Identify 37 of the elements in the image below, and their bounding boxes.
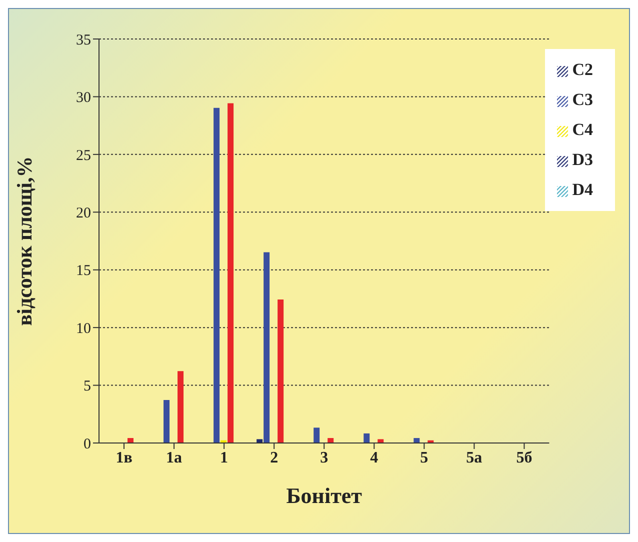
legend-label: C2: [572, 60, 593, 79]
x-tick-label: 1в: [116, 449, 133, 466]
bar: [214, 108, 220, 443]
x-tick-label: 2: [270, 449, 278, 466]
bar: [264, 252, 270, 443]
x-tick-label: 4: [370, 449, 378, 466]
y-tick-label: 5: [84, 378, 91, 395]
legend-label: D4: [572, 180, 593, 199]
bar: [328, 438, 334, 443]
y-tick-label: 25: [76, 148, 91, 164]
y-tick-label: 0: [84, 436, 91, 452]
x-tick-label: 5: [420, 449, 428, 466]
x-tick-label: 5а: [466, 449, 482, 466]
x-tick-label: 3: [320, 449, 328, 466]
bar: [278, 300, 284, 443]
legend-label: C3: [572, 90, 593, 109]
bar: [228, 103, 234, 443]
y-tick-label: 30: [76, 90, 91, 106]
x-tick-label: 1а: [166, 449, 182, 466]
x-tick-label: 1: [220, 449, 228, 466]
x-tick-label: 5б: [516, 449, 532, 466]
legend-label: C4: [572, 120, 593, 139]
legend-label: D3: [572, 150, 593, 169]
bar: [164, 400, 170, 443]
bar: [256, 439, 263, 443]
y-tick-label: 20: [76, 205, 91, 222]
bar: [364, 433, 370, 443]
y-tick-label: 15: [76, 263, 91, 280]
bar: [378, 439, 384, 443]
bar: [178, 371, 184, 443]
bar: [414, 438, 420, 443]
bar: [314, 428, 320, 443]
y-axis-title: відсоток площі,%: [12, 156, 36, 326]
bar: [128, 438, 134, 443]
y-tick-label: 10: [76, 320, 91, 337]
y-tick-label: 35: [76, 32, 91, 48]
x-axis-title: Бонітет: [286, 483, 362, 508]
